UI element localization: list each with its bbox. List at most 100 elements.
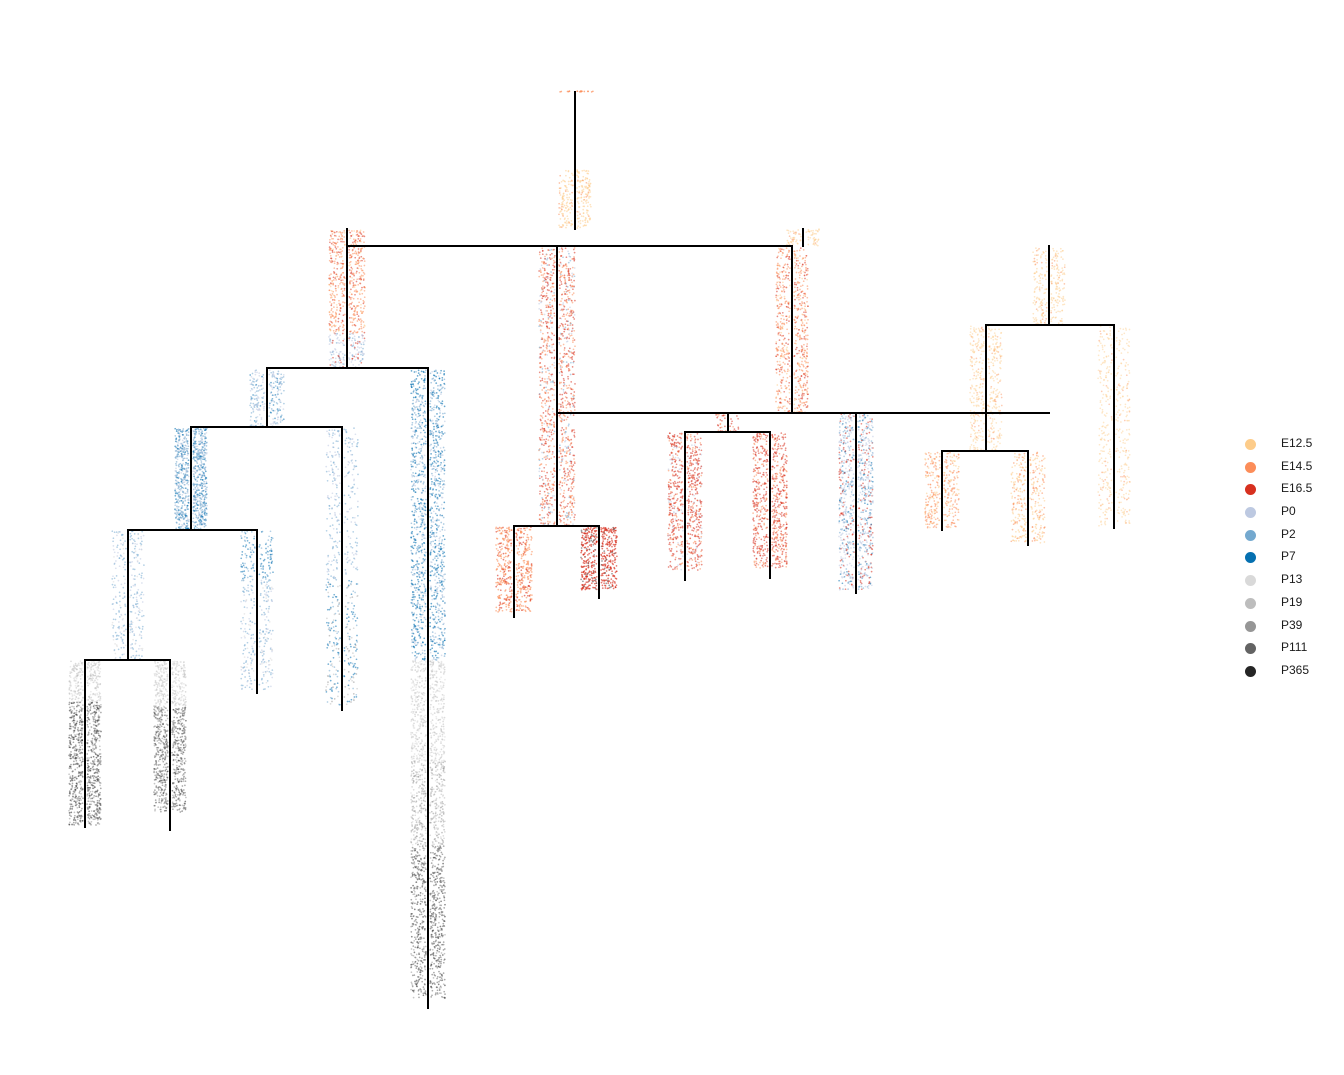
cell-point bbox=[87, 766, 90, 769]
cell-point bbox=[787, 241, 790, 244]
cell-point bbox=[97, 754, 99, 757]
cell-point bbox=[357, 235, 360, 237]
cell-point bbox=[69, 665, 72, 668]
cell-point bbox=[354, 339, 356, 342]
cell-point bbox=[88, 810, 90, 813]
cell-point bbox=[205, 480, 208, 483]
cell-point bbox=[162, 766, 165, 768]
cell-point bbox=[580, 185, 583, 187]
cell-point bbox=[242, 562, 244, 565]
cell-point bbox=[799, 233, 802, 236]
cell-point bbox=[791, 243, 794, 245]
cell-point bbox=[182, 451, 185, 453]
cell-point bbox=[77, 739, 80, 741]
cell-point bbox=[140, 634, 143, 637]
cell-point bbox=[174, 479, 177, 482]
cell-point bbox=[88, 718, 91, 721]
cell-point bbox=[337, 284, 340, 287]
cell-point bbox=[73, 779, 76, 782]
cell-point bbox=[178, 690, 181, 693]
cell-point bbox=[164, 752, 167, 755]
cell-point bbox=[194, 478, 197, 481]
cell-point bbox=[180, 667, 183, 670]
cell-point bbox=[269, 629, 272, 632]
cell-point bbox=[332, 356, 334, 359]
cell-point bbox=[159, 666, 161, 668]
cell-point bbox=[186, 522, 188, 525]
cell-point bbox=[78, 780, 81, 783]
cell-point bbox=[154, 737, 157, 740]
cell-point bbox=[582, 208, 585, 211]
cell-point bbox=[78, 799, 81, 802]
cell-point bbox=[242, 616, 244, 619]
cell-point bbox=[263, 558, 266, 561]
cell-point bbox=[260, 661, 263, 663]
cell-point bbox=[130, 534, 133, 537]
cell-point bbox=[153, 791, 155, 793]
cell-point bbox=[75, 682, 77, 685]
cell-point bbox=[181, 778, 184, 781]
cell-point bbox=[78, 721, 81, 724]
cell-point bbox=[161, 774, 164, 777]
cell-point bbox=[272, 421, 275, 423]
cell-point bbox=[194, 513, 197, 516]
cell-point bbox=[96, 807, 98, 810]
cell-point bbox=[576, 170, 579, 173]
cell-point bbox=[247, 586, 249, 589]
cell-point bbox=[331, 237, 333, 240]
cell-point bbox=[140, 576, 143, 579]
cell-point bbox=[98, 716, 100, 719]
cell-point bbox=[353, 230, 356, 232]
cell-point bbox=[136, 543, 138, 546]
cell-point bbox=[89, 709, 92, 711]
cell-point bbox=[164, 781, 167, 784]
cell-point bbox=[333, 260, 336, 263]
cell-point bbox=[355, 289, 357, 291]
cell-point bbox=[580, 215, 583, 217]
cell-point bbox=[589, 182, 592, 185]
cell-point bbox=[96, 790, 98, 793]
cell-point bbox=[86, 699, 88, 701]
cell-point bbox=[178, 500, 181, 503]
cell-point bbox=[184, 777, 187, 780]
cell-point bbox=[173, 734, 176, 736]
cell-point bbox=[332, 279, 335, 281]
cell-point bbox=[72, 716, 75, 719]
cell-point bbox=[194, 501, 197, 504]
cell-point bbox=[261, 381, 264, 384]
cell-point bbox=[99, 667, 102, 670]
cell-point bbox=[78, 733, 81, 735]
cell-point bbox=[113, 649, 116, 651]
cell-point bbox=[199, 455, 202, 457]
cell-point bbox=[559, 226, 562, 228]
cell-point bbox=[112, 625, 115, 627]
cell-point bbox=[363, 260, 366, 262]
cell-point bbox=[179, 716, 182, 718]
cell-point bbox=[122, 617, 124, 620]
cell-point bbox=[155, 786, 158, 789]
cell-point bbox=[172, 662, 175, 664]
cell-point bbox=[250, 679, 252, 682]
cell-point bbox=[269, 530, 272, 533]
cell-point bbox=[334, 357, 337, 360]
cell-point bbox=[74, 786, 76, 789]
cell-point bbox=[160, 663, 163, 666]
cell-point bbox=[89, 775, 92, 777]
cell-point bbox=[242, 590, 244, 593]
cell-point bbox=[262, 637, 265, 639]
cell-point bbox=[245, 566, 248, 569]
cell-point bbox=[576, 180, 579, 183]
cell-point bbox=[275, 396, 278, 398]
cell-point bbox=[360, 353, 362, 356]
cell-point bbox=[172, 782, 174, 784]
cell-point bbox=[117, 634, 120, 637]
cell-point bbox=[171, 805, 173, 808]
cell-point bbox=[335, 242, 338, 245]
cell-point bbox=[161, 758, 164, 761]
cell-point bbox=[182, 780, 185, 783]
cell-point bbox=[264, 665, 267, 668]
cell-point bbox=[584, 185, 586, 188]
cell-point bbox=[120, 646, 123, 649]
cell-point bbox=[125, 628, 127, 631]
cell-point bbox=[182, 479, 185, 481]
